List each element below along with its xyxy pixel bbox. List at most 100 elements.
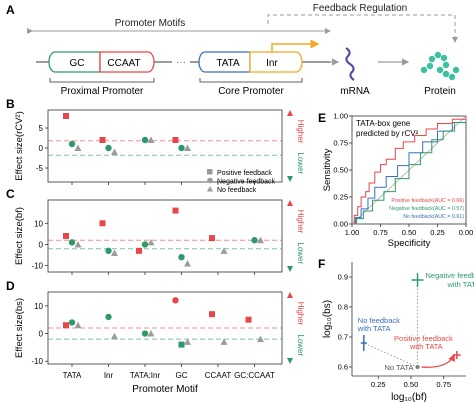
data-point-circle: [141, 241, 149, 248]
protein-text: Protein: [424, 86, 456, 97]
x-tick-label: CCAAT: [205, 371, 232, 380]
data-point-circle: [141, 330, 149, 337]
proximal-bracket: [49, 78, 155, 83]
higher-label: Higher: [296, 302, 305, 326]
data-point-circle: [68, 319, 76, 326]
panel-f-label: F: [318, 257, 325, 271]
data-point-triangle: [74, 144, 82, 151]
inr-box-text: Inr: [266, 58, 278, 69]
data-point-circle: [68, 140, 76, 148]
panel-c-label: C: [6, 187, 15, 201]
panel-c: C 10 0 -10 Effect size(bf) Higher Lower: [6, 187, 305, 275]
y-tick-label: 1.00: [333, 112, 348, 121]
data-point-square: [172, 137, 179, 143]
data-point-circle: [178, 144, 185, 152]
proximal-promoter-text: Proximal Promoter: [61, 86, 144, 97]
gc-box-text: GC: [70, 58, 85, 69]
data-point-triangle: [184, 144, 191, 151]
plot-title-line1: TATA-box gene: [356, 119, 411, 128]
x-axis-label: log₁₀(bf): [391, 392, 427, 403]
feedback-regulation-line: [267, 14, 458, 43]
feedback-regulation-text: Feedback Regulation: [313, 3, 408, 14]
y-tick-label: 0.9: [338, 273, 348, 282]
up-arrow-icon: [287, 110, 293, 116]
data-point-triangle: [111, 332, 118, 340]
x-tick-label: 0.75: [373, 228, 388, 237]
y-axis-label: Effect size(bf): [14, 207, 25, 265]
y-axis-label: log₁₀(bs): [322, 300, 333, 338]
x-tick-label: GC: [176, 371, 188, 380]
legend-label: No feedback(AUC = 0.61): [403, 214, 464, 220]
data-point-square: [99, 220, 106, 227]
legend-label: Negative feedback(AUC = 0.57): [389, 206, 464, 212]
data-point-square: [209, 235, 215, 242]
roc-curve-none: [352, 116, 467, 225]
promoter-motifs-text: Promoter Motifs: [115, 18, 186, 29]
y-tick-label: 0.25: [333, 193, 348, 202]
data-point-square: [99, 137, 106, 143]
plot-frame: [47, 109, 283, 183]
x-tick-label: GC:CCAAT: [234, 371, 275, 380]
x-tick-label: 0.50: [402, 228, 417, 237]
x-tick-label: 0.00: [459, 228, 474, 237]
y-tick-label: 0.00: [333, 220, 348, 229]
legend-triangle-icon: [207, 186, 213, 192]
data-point-triangle: [111, 148, 118, 155]
lower-label: Lower: [296, 334, 305, 356]
protein-icon: [420, 51, 460, 81]
data-point-triangle: [74, 240, 82, 248]
lower-label: Lower: [296, 152, 305, 174]
data-point-triangle: [147, 330, 155, 337]
connector-nofeedback: [363, 342, 418, 368]
y-tick-label: -10: [31, 262, 43, 271]
data-point-triangle: [147, 238, 155, 246]
y-axis-label: Effect size(bs): [14, 298, 25, 358]
data-point-triangle: [184, 338, 191, 345]
dna-ellipsis-icon: ···: [176, 57, 186, 68]
core-promoter-text: Core Promoter: [218, 86, 284, 97]
x-tick-label: 0.25: [430, 228, 445, 237]
panels-bcd: B 5 0 -5 Effect size(rCV²) Higher Lower Positiv…: [6, 97, 305, 395]
tss-arrow-icon: [271, 39, 320, 52]
negative-label-1: Negative feedback: [426, 271, 474, 280]
y-tick-label: 5: [39, 124, 44, 133]
y-tick-label: 0.50: [333, 166, 348, 175]
roc-curve-negative: [352, 116, 467, 225]
negative-label-2: with TATA: [447, 280, 474, 289]
data-point-triangle: [220, 247, 228, 254]
data-point-triangle: [74, 321, 82, 329]
positive-shift-arrow-icon: [421, 353, 455, 368]
y-axis-label: Sensitivity: [322, 148, 333, 191]
mrna-text: mRNA: [340, 86, 370, 97]
tata-box: [198, 51, 251, 73]
y-tick-label: 0: [39, 144, 44, 153]
data-point-square: [172, 207, 179, 214]
legend-circle-icon: [207, 177, 213, 184]
pos-label-1: Positive feedback: [394, 334, 453, 343]
panel-d: D 10 0 -10 Effect size(bs) Higher Lower TATA Inr…: [6, 279, 305, 395]
panel-f: F 0.25 0.50 0.75 0.6 0.7 0.8 0.9 log₁₀(bf) log₁₀(…: [318, 257, 474, 403]
y-tick-label: 10: [34, 219, 43, 228]
x-axis-label: Specificity: [388, 238, 431, 249]
data-point-square: [63, 113, 69, 119]
data-point-square: [209, 311, 215, 318]
y-tick-label: 0.75: [333, 139, 348, 148]
nofb-label-2: with TATA: [357, 324, 391, 333]
legend-label: Negative feedback: [217, 179, 275, 186]
data-point-circle: [178, 253, 185, 261]
panel-a-label: A: [6, 3, 15, 17]
legend-square-icon: [207, 169, 213, 175]
nofb-label-1: No feedback: [358, 316, 400, 325]
panel-b-label: B: [6, 97, 15, 111]
y-tick-label: 0.6: [338, 363, 348, 372]
x-tick-label: 0.75: [436, 380, 451, 389]
data-point-square: [63, 233, 69, 239]
legend-label: No feedback: [217, 187, 257, 194]
panel-a: A Promoter Motifs Feedback Regulation ··…: [6, 3, 460, 97]
data-point-square: [245, 316, 252, 323]
x-tick-label: TATA: [63, 371, 82, 380]
data-point-square: [136, 247, 142, 254]
x-axis-label: Promoter Motif: [132, 384, 198, 395]
